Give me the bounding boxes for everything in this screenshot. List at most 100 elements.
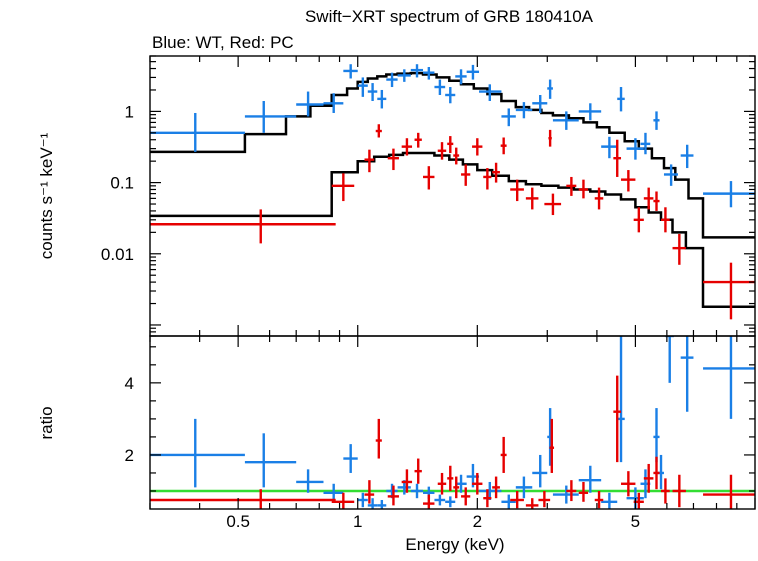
spectrum-point-0-3 <box>323 93 344 113</box>
spectrum-point-1-21 <box>578 179 589 199</box>
spectrum-point-0-18 <box>515 102 533 119</box>
ratio-point-0-21 <box>552 485 579 504</box>
spectrum-point-0-8 <box>386 72 398 88</box>
spectrum-point-1-10 <box>453 147 460 165</box>
spectrum-point-0-26 <box>640 132 651 155</box>
ratio-point-1-8 <box>437 472 447 495</box>
ratio-point-0-12 <box>434 494 446 506</box>
ratio-point-0-0 <box>150 418 245 488</box>
ratio-point-1-18 <box>538 490 551 508</box>
spectrum-point-1-29 <box>672 233 686 265</box>
spectrum-point-1-0 <box>150 209 336 244</box>
ratio-point-0-13 <box>445 496 456 508</box>
spectrum-point-0-19 <box>532 94 548 113</box>
ratio-point-0-22 <box>578 465 602 493</box>
ratio-point-1-24 <box>621 471 636 497</box>
spectrum-point-1-4 <box>387 148 399 171</box>
x-tick-label: 2 <box>473 512 482 531</box>
spectrum-point-0-23 <box>601 136 618 159</box>
ratio-point-1-12 <box>472 472 483 495</box>
chart-title: Swift−XRT spectrum of GRB 180410A <box>305 7 594 26</box>
ratio-point-1-21 <box>578 481 589 502</box>
ratio-point-1-17 <box>525 498 539 509</box>
spectrum-point-0-15 <box>466 64 480 80</box>
ratio-point-0-29 <box>665 336 674 383</box>
spectrum-point-1-22 <box>594 187 604 210</box>
axes: 0.5 1 2 5 1 0.1 0.01 2 4 <box>101 55 756 531</box>
ratio-point-1-0 <box>150 489 336 509</box>
ratio-point-1-7 <box>423 494 435 509</box>
spectrum-point-1-28 <box>661 207 670 233</box>
spectrum-point-0-10 <box>410 64 424 78</box>
spectrum-point-1-7 <box>423 166 435 190</box>
spectrum-point-0-20 <box>547 79 553 99</box>
spectrum-point-1-30 <box>703 262 755 320</box>
spectrum-point-0-16 <box>479 84 502 101</box>
spectrum-point-1-20 <box>566 176 577 196</box>
y-axis-label-bottom: ratio <box>37 406 56 439</box>
ratio-point-1-3 <box>375 418 382 459</box>
ratio-point-1-15 <box>500 436 507 473</box>
ratio-panel-frame <box>149 335 756 510</box>
spectrum-point-0-12 <box>434 79 446 95</box>
ratio-point-1-23 <box>613 375 622 463</box>
spectrum-point-1-25 <box>633 207 644 233</box>
spectrum-point-0-21 <box>552 111 579 130</box>
spectrum-point-1-17 <box>525 187 539 210</box>
spectrum-point-0-4 <box>343 64 358 79</box>
ratio-point-1-11 <box>461 487 471 506</box>
spectrum-point-0-7 <box>377 89 387 109</box>
ratio-point-1-28 <box>661 478 670 504</box>
spectrum-point-1-3 <box>375 124 382 138</box>
spectrum-point-0-0 <box>150 112 245 152</box>
spectrum-point-0-6 <box>367 83 378 101</box>
ratio-point-1-9 <box>447 465 454 491</box>
ratio-point-0-2 <box>296 469 324 493</box>
ratio-point-0-31 <box>703 336 755 419</box>
ratio-point-1-20 <box>566 480 577 502</box>
spectrum-panel <box>150 64 755 320</box>
spectrum-point-0-13 <box>445 87 456 104</box>
spectrum-point-0-14 <box>455 69 467 85</box>
ratio-point-0-16 <box>479 481 502 500</box>
spectrum-point-1-13 <box>483 168 492 190</box>
spectrum-point-1-18 <box>544 193 562 216</box>
spectrum-point-0-30 <box>703 181 755 208</box>
spectrum-point-0-22 <box>578 103 602 121</box>
ratio-point-1-6 <box>414 458 422 484</box>
y-tick-label: 0.01 <box>101 245 134 264</box>
ratio-point-1-22 <box>594 490 604 509</box>
ratio-point-0-5 <box>357 492 368 508</box>
spectrum-point-1-11 <box>461 164 471 186</box>
chart-subtitle: Blue: WT, Red: PC <box>152 33 294 52</box>
ratio-point-0-30 <box>680 336 694 412</box>
spectrum-point-0-28 <box>663 164 679 186</box>
x-tick-label: 0.5 <box>226 512 250 531</box>
y-axis-label-top: counts s⁻¹ keV⁻¹ <box>37 132 56 259</box>
ratio-point-0-19 <box>532 454 548 488</box>
ratio-point-0-17 <box>501 494 516 509</box>
x-tick-label: 5 <box>631 512 640 531</box>
spectrum-point-0-5 <box>357 77 368 97</box>
ratio-point-0-3 <box>323 483 344 502</box>
spectrum-point-0-24 <box>617 87 625 112</box>
ratio-point-1-4 <box>387 485 399 506</box>
spectrum-panel-frame <box>149 55 756 337</box>
ratio-point-0-10 <box>410 483 424 499</box>
ratio-point-0-7 <box>377 499 387 509</box>
spectrum-point-1-12 <box>472 138 483 156</box>
spectrum-point-0-27 <box>653 111 660 130</box>
y-tick-label: 2 <box>125 446 134 465</box>
spectrum-point-1-16 <box>510 179 524 202</box>
ratio-point-0-4 <box>343 444 358 473</box>
ratio-point-1-26 <box>643 463 654 493</box>
spectrum-point-1-14 <box>492 162 500 183</box>
ratio-point-1-29 <box>672 474 686 508</box>
ratio-point-1-30 <box>703 474 755 509</box>
ratio-point-1-10 <box>453 476 460 499</box>
spectrum-point-0-9 <box>397 69 411 82</box>
spectrum-point-1-8 <box>437 142 447 160</box>
spectrum-point-1-15 <box>500 137 507 155</box>
